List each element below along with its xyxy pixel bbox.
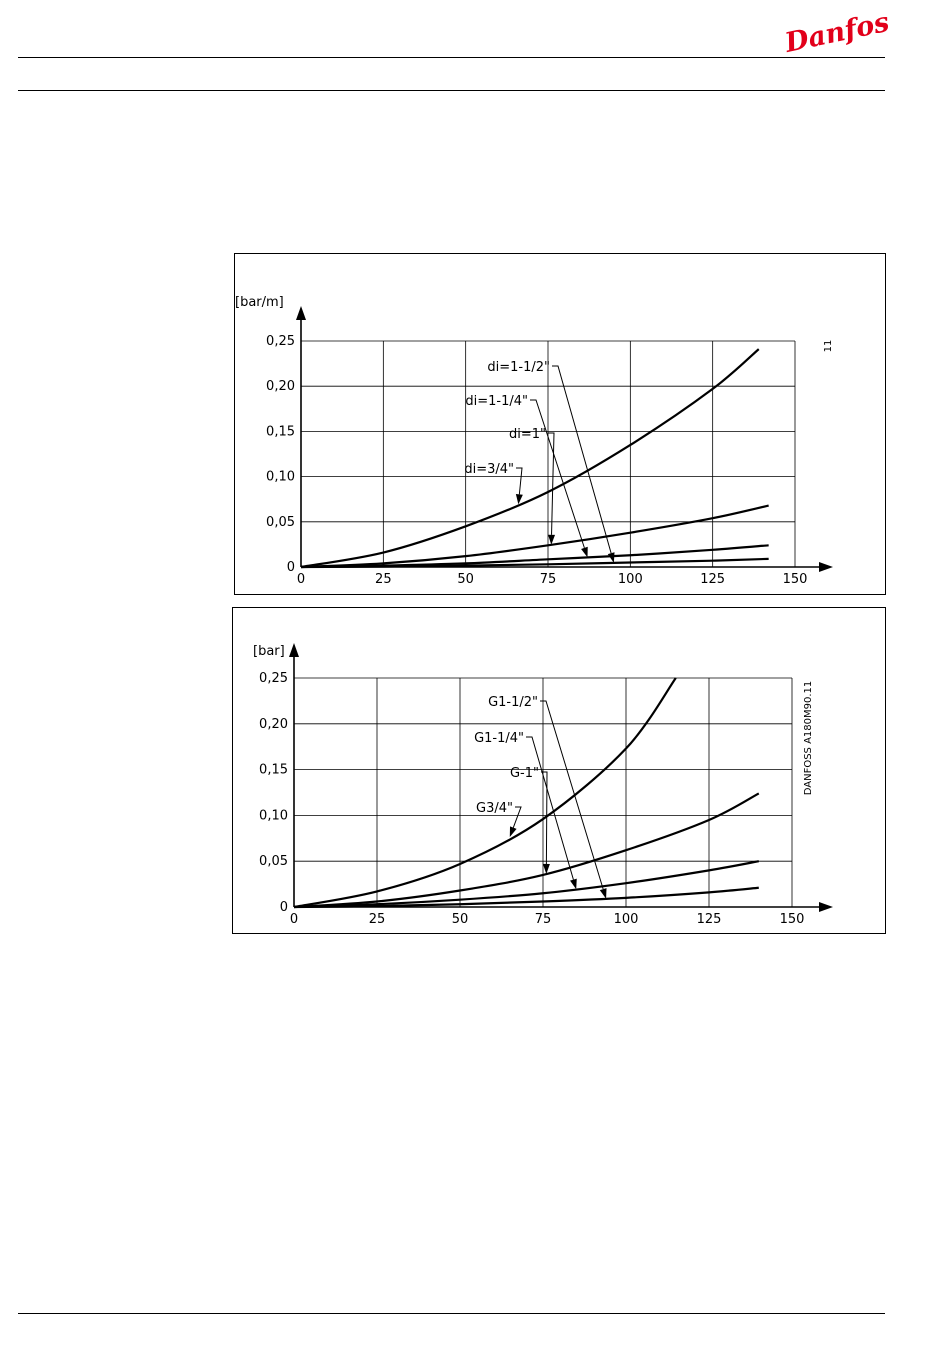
series-label: di=1" <box>509 427 546 442</box>
danfoss-logo: Danfoss <box>781 8 888 54</box>
header-rule-top <box>18 57 885 58</box>
leader-arrowhead <box>542 863 550 874</box>
x-tick-label: 150 <box>783 572 808 587</box>
series-line-1 <box>293 677 677 909</box>
series-line-3 <box>293 860 759 909</box>
leader-arrowhead <box>509 826 517 838</box>
series-label: di=1-1/2" <box>487 360 550 375</box>
brand-text: Danfoss <box>781 8 888 54</box>
x-tick-label: 25 <box>375 572 392 587</box>
leader-line <box>526 736 574 880</box>
leader-arrowhead <box>515 494 523 505</box>
x-tick-label: 25 <box>369 912 386 927</box>
x-tick-label: 75 <box>540 572 557 587</box>
leader-line <box>552 365 612 554</box>
x-tick-label: 100 <box>614 912 639 927</box>
leader-arrowhead <box>548 534 556 545</box>
series-label: di=1-1/4" <box>465 394 528 409</box>
chart-pressure-drop-fitting: 0 25 50 75 100 125 150 0 0,05 0,10 0,15 0,20 0,25 [ba… <box>253 643 833 927</box>
y-axis-unit-label: [bar] <box>253 644 285 659</box>
chart-panel-pressure-drop-fitting: 0 25 50 75 100 125 150 0 0,05 0,10 0,15 0,20 0,25 [ba… <box>232 607 886 934</box>
leader-line <box>540 700 604 890</box>
y-tick-label: 0,05 <box>259 854 288 869</box>
x-tick-label: 150 <box>780 912 805 927</box>
x-tick-label: 0 <box>290 912 298 927</box>
leader-arrowhead <box>607 552 615 563</box>
leader-arrowhead <box>599 888 607 899</box>
series-label: G1-1/2" <box>488 695 538 710</box>
reference-code-label: 11 <box>823 340 834 353</box>
series-line-4 <box>293 886 759 909</box>
x-tick-label: 125 <box>700 572 725 587</box>
y-axis-arrow <box>296 306 306 320</box>
leader-line <box>541 771 548 864</box>
x-tick-label: 0 <box>297 572 305 587</box>
header-rule-bottom <box>18 90 885 91</box>
leader-arrowhead <box>581 546 588 558</box>
chart-pressure-drop-per-meter: 0 25 50 75 100 125 150 0 0,05 0,10 0,15 0,20 0,25 [ba… <box>235 295 834 587</box>
leader-line <box>516 467 523 495</box>
x-axis-arrow <box>819 562 833 572</box>
y-tick-label: 0 <box>280 900 288 915</box>
x-tick-label: 75 <box>535 912 552 927</box>
x-tick-label: 50 <box>457 572 474 587</box>
chart-panel-pressure-drop-per-meter: 0 25 50 75 100 125 150 0 0,05 0,10 0,15 0,20 0,25 [ba… <box>234 253 886 595</box>
y-tick-label: 0,10 <box>266 470 295 485</box>
y-axis-unit-label: [bar/m] <box>235 295 284 310</box>
series-line-2 <box>293 792 760 909</box>
y-tick-label: 0,05 <box>266 515 295 530</box>
x-tick-label: 125 <box>697 912 722 927</box>
y-tick-label: 0,25 <box>259 671 288 686</box>
footer-rule <box>18 1313 885 1314</box>
y-tick-label: 0,10 <box>259 808 288 823</box>
leader-arrowhead <box>570 878 577 890</box>
leader-line <box>512 806 522 828</box>
series-label: G1-1/4" <box>474 731 524 746</box>
leader-line <box>548 432 555 535</box>
y-axis-arrow <box>289 643 299 657</box>
series-line-1 <box>300 348 760 569</box>
y-tick-label: 0,20 <box>266 379 295 394</box>
series-label: di=3/4" <box>464 462 514 477</box>
y-tick-label: 0,20 <box>259 717 288 732</box>
series-line-2 <box>300 504 769 569</box>
series-label: G3/4" <box>476 801 513 816</box>
series-line-4 <box>300 557 769 569</box>
y-tick-label: 0,25 <box>266 334 295 349</box>
series-label: G-1" <box>510 766 539 781</box>
x-axis-arrow <box>819 902 833 912</box>
leader-line <box>530 399 585 549</box>
x-tick-label: 50 <box>452 912 469 927</box>
y-tick-label: 0 <box>287 560 295 575</box>
x-tick-label: 100 <box>618 572 643 587</box>
y-tick-label: 0,15 <box>259 763 288 778</box>
reference-code-label: DANFOSS A180M90.11 <box>803 681 814 796</box>
y-tick-label: 0,15 <box>266 424 295 439</box>
